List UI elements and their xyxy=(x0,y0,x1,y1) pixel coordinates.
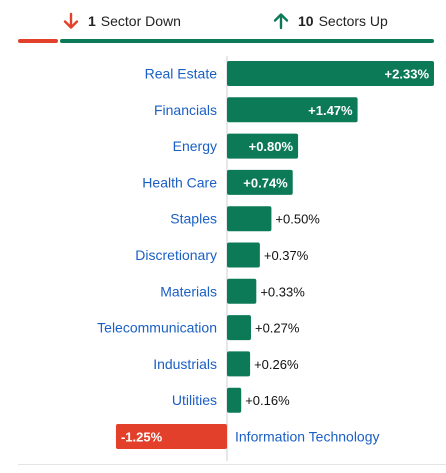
value-label-6: +0.33% xyxy=(260,284,305,299)
category-label-4[interactable]: Staples xyxy=(170,211,217,227)
sectors-up-summary: 10 Sectors Up xyxy=(272,12,388,30)
value-label-5: +0.37% xyxy=(264,248,309,263)
down-balance-bar xyxy=(18,39,58,43)
category-label-6[interactable]: Materials xyxy=(160,283,217,299)
value-label-1: +1.47% xyxy=(308,103,353,118)
arrow-down-icon xyxy=(62,12,80,30)
sectors-up-label: Sectors Up xyxy=(319,13,388,29)
sector-summary: 1 Sector Down 10 Sectors Up xyxy=(0,8,446,36)
bar-8[interactable] xyxy=(227,351,250,376)
value-label-0: +2.33% xyxy=(385,67,430,82)
bar-9[interactable] xyxy=(227,388,241,413)
up-balance-bar xyxy=(60,39,434,43)
sectors-up-count: 10 xyxy=(298,13,314,29)
value-label-9: +0.16% xyxy=(245,393,290,408)
value-label-10: -1.25% xyxy=(121,430,163,445)
value-label-2: +0.80% xyxy=(249,139,294,154)
bar-6[interactable] xyxy=(227,279,256,304)
arrow-up-icon xyxy=(272,12,290,30)
category-label-7[interactable]: Telecommunication xyxy=(97,320,217,336)
category-label-0[interactable]: Real Estate xyxy=(145,66,218,82)
category-label-8[interactable]: Industrials xyxy=(153,356,217,372)
sectors-down-count: 1 xyxy=(88,13,96,29)
sectors-down-summary: 1 Sector Down xyxy=(62,12,181,30)
category-label-3[interactable]: Health Care xyxy=(142,174,217,190)
category-label-1[interactable]: Financials xyxy=(154,102,217,118)
sector-performance-chart: Real Estate +2.33% Financials +1.47% Energy +… xyxy=(0,56,446,461)
sectors-down-label: Sector Down xyxy=(101,13,181,29)
bottom-divider xyxy=(18,464,446,465)
value-label-4: +0.50% xyxy=(275,212,320,227)
category-label-9[interactable]: Utilities xyxy=(172,392,217,408)
bar-5[interactable] xyxy=(227,243,260,268)
category-label-2[interactable]: Energy xyxy=(173,138,217,154)
value-label-7: +0.27% xyxy=(255,321,300,336)
value-label-8: +0.26% xyxy=(254,357,299,372)
bar-4[interactable] xyxy=(227,206,271,231)
category-label-10[interactable]: Information Technology xyxy=(235,429,380,445)
bar-7[interactable] xyxy=(227,315,251,340)
category-label-5[interactable]: Discretionary xyxy=(135,247,217,263)
value-label-3: +0.74% xyxy=(243,175,288,190)
